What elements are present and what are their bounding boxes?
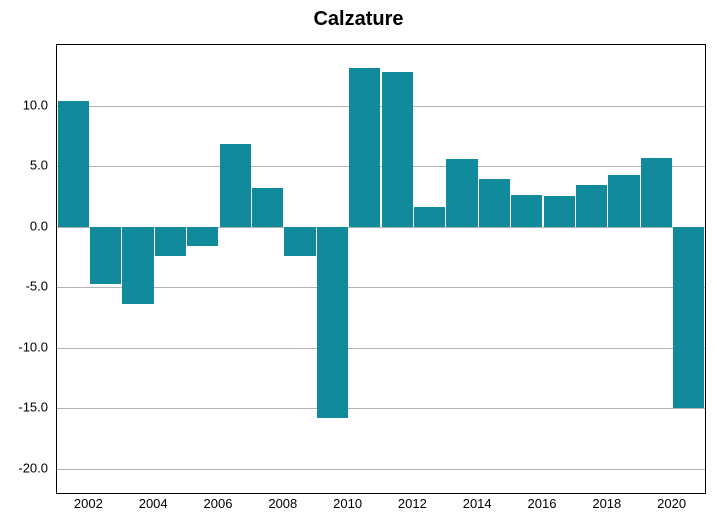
xtick-label: 2002 xyxy=(74,496,103,511)
bar xyxy=(349,68,380,227)
ytick-label: -20.0 xyxy=(0,460,48,475)
ytick-label: 10.0 xyxy=(0,97,48,112)
xtick-label: 2008 xyxy=(268,496,297,511)
gridline xyxy=(57,348,705,349)
ytick-label: -10.0 xyxy=(0,339,48,354)
gridline xyxy=(57,408,705,409)
xtick-label: 2012 xyxy=(398,496,427,511)
ytick-label: -15.0 xyxy=(0,400,48,415)
xtick-label: 2010 xyxy=(333,496,362,511)
bar xyxy=(479,179,510,226)
bar xyxy=(446,159,477,227)
bar xyxy=(382,72,413,227)
bar xyxy=(511,195,542,226)
xtick-label: 2020 xyxy=(657,496,686,511)
ytick-label: -5.0 xyxy=(0,279,48,294)
ytick-label: 5.0 xyxy=(0,158,48,173)
gridline xyxy=(57,469,705,470)
chart-title: Calzature xyxy=(0,8,717,31)
bar xyxy=(673,227,704,409)
bar xyxy=(122,227,153,304)
bar xyxy=(252,188,283,227)
bar xyxy=(284,227,315,256)
bar xyxy=(608,175,639,227)
gridline xyxy=(57,287,705,288)
plot-area xyxy=(56,44,706,494)
xtick-label: 2018 xyxy=(592,496,621,511)
bar xyxy=(576,185,607,226)
bar xyxy=(90,227,121,284)
ytick-label: 0.0 xyxy=(0,218,48,233)
bar xyxy=(414,207,445,226)
bar xyxy=(58,101,89,227)
xtick-label: 2004 xyxy=(139,496,168,511)
bar xyxy=(220,144,251,226)
xtick-label: 2016 xyxy=(528,496,557,511)
bar xyxy=(187,227,218,246)
xtick-label: 2006 xyxy=(204,496,233,511)
chart-container: Calzature -20.0 -15.0 -10.0 -5.0 0.0 5.0 10.0 2… xyxy=(0,0,717,519)
bar xyxy=(317,227,348,418)
bar xyxy=(155,227,186,256)
xtick-label: 2014 xyxy=(463,496,492,511)
bar xyxy=(544,196,575,226)
bar xyxy=(641,158,672,227)
